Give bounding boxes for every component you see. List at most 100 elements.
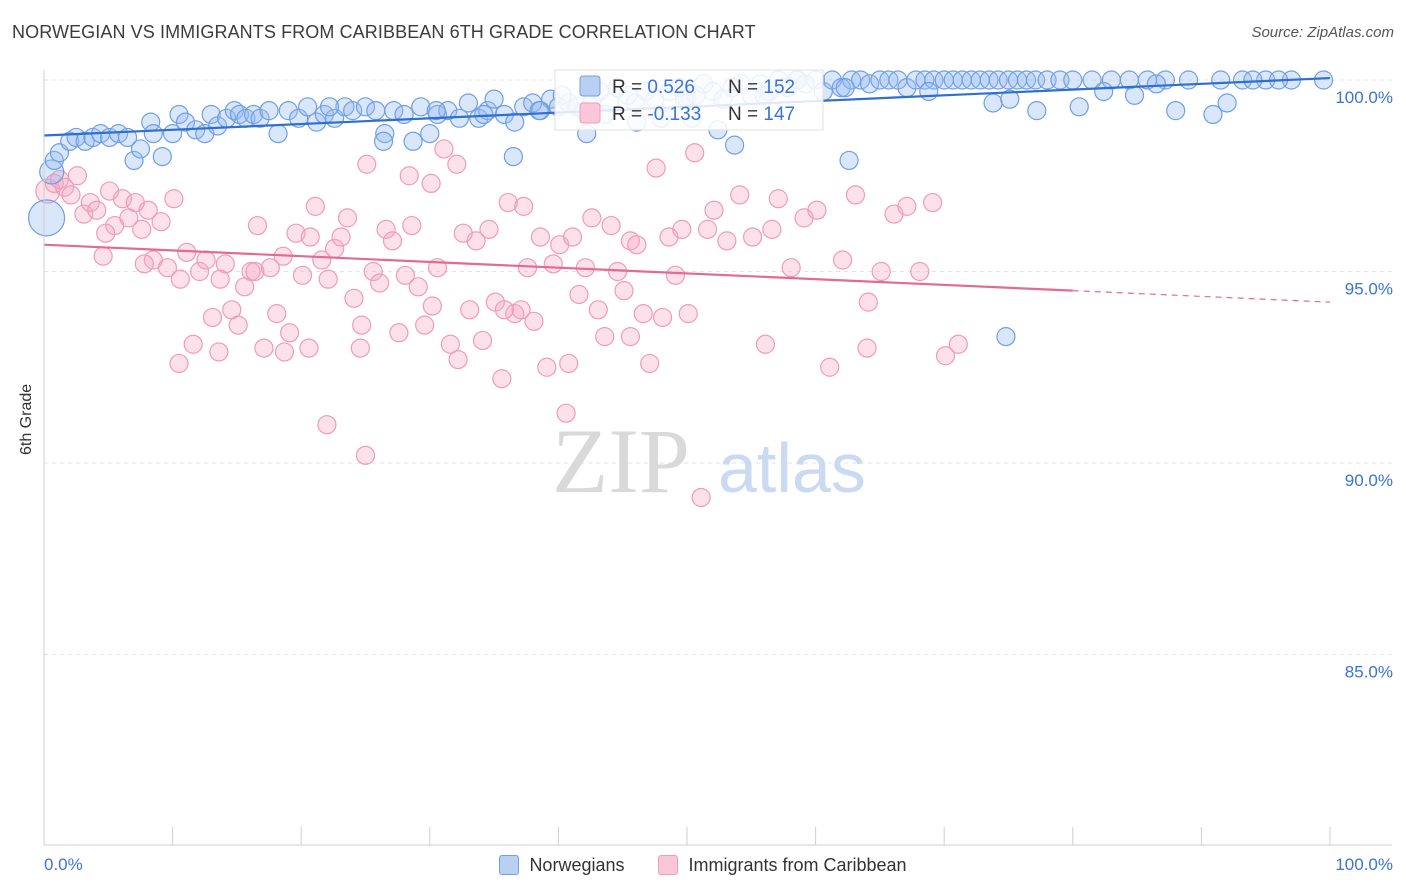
caribbean-point <box>286 223 306 243</box>
legend-label-norwegians: Norwegians <box>529 854 625 875</box>
caribbean-point <box>601 215 621 236</box>
caribbean-point <box>352 315 372 335</box>
caribbean-point <box>292 265 313 285</box>
stats-row: R = -0.133 <box>612 104 701 125</box>
norwegian-point <box>124 150 144 171</box>
norwegian-point <box>1000 89 1020 109</box>
norwegian-point <box>924 70 944 90</box>
caribbean-point <box>582 208 602 228</box>
norwegian-point <box>835 78 855 98</box>
caribbean-point <box>312 250 332 270</box>
caribbean-point <box>228 315 248 335</box>
legend-swatch-caribbean <box>658 855 679 875</box>
caribbean-point <box>569 284 589 305</box>
caribbean-point <box>652 307 673 328</box>
x-tick-label: 100.0% <box>1335 855 1393 874</box>
caribbean-point <box>267 304 287 324</box>
caribbean-point <box>762 219 782 239</box>
caribbean-point <box>646 158 666 178</box>
norwegian-point <box>1313 70 1334 90</box>
caribbean-point <box>717 231 737 251</box>
caribbean-point <box>588 300 608 320</box>
caribbean-point <box>132 219 152 239</box>
norwegian-point <box>175 112 196 132</box>
caribbean-point <box>67 166 88 186</box>
caribbean-point <box>350 338 370 358</box>
caribbean-point <box>138 200 158 220</box>
norwegian-point <box>224 101 244 121</box>
norwegian-point <box>373 131 394 151</box>
norwegian-point <box>1025 70 1046 90</box>
caribbean-point <box>169 353 189 374</box>
caribbean-point <box>434 139 454 159</box>
caribbean-point <box>627 235 647 255</box>
caribbean-point <box>254 338 274 358</box>
caribbean-point <box>472 330 493 351</box>
caribbean-point <box>317 415 337 435</box>
norwegian-point <box>529 101 549 121</box>
norwegian-point <box>298 97 318 117</box>
stats-n-label: N = <box>728 104 763 125</box>
norwegian-point <box>1211 70 1231 90</box>
caribbean-point <box>112 189 133 209</box>
caribbean-point <box>196 250 216 270</box>
caribbean-point <box>833 250 853 270</box>
norwegian-point <box>1178 70 1199 90</box>
caribbean-point <box>415 315 435 335</box>
caribbean-point <box>595 327 615 347</box>
norwegian-point <box>860 74 880 94</box>
norwegian-point <box>1203 104 1223 125</box>
caribbean-point <box>492 369 512 389</box>
norwegian-point <box>503 147 523 167</box>
caribbean-point <box>524 311 544 331</box>
legend-item-caribbean[interactable]: Immigrants from Caribbean <box>658 855 907 876</box>
norwegian-point <box>1124 85 1145 105</box>
caribbean-point <box>357 154 377 174</box>
watermark-zip: ZIP <box>552 410 690 512</box>
caribbean-point <box>190 261 210 282</box>
norwegian-point <box>438 101 458 121</box>
x-tick-label: 0.0% <box>44 855 83 874</box>
caribbean-point <box>498 192 518 213</box>
caribbean-point <box>157 258 178 278</box>
norwegian-point <box>839 150 859 171</box>
y-axis-label: 6th Grade <box>18 383 35 455</box>
caribbean-point <box>820 357 840 377</box>
stats-swatch <box>579 102 601 124</box>
caribbean-point <box>74 204 94 224</box>
caribbean-point <box>305 196 325 216</box>
norwegian-point <box>268 124 288 144</box>
norwegian-point <box>1027 101 1047 121</box>
stats-swatch <box>579 75 601 97</box>
legend-item-norwegians[interactable]: Norwegians <box>499 855 624 876</box>
caribbean-point <box>344 288 364 308</box>
norwegian-point <box>919 81 939 102</box>
y-tick-label: 85.0% <box>1345 663 1393 682</box>
caribbean-point <box>96 223 116 243</box>
stats-n-row: N = 152 <box>728 77 795 98</box>
y-tick-label: 100.0% <box>1335 88 1393 107</box>
caribbean-point <box>633 304 653 324</box>
norwegian-point <box>420 124 440 144</box>
caribbean-point <box>935 346 956 366</box>
norwegian-point <box>403 131 423 151</box>
caribbean-point <box>402 215 422 236</box>
norwegian-point <box>983 93 1003 113</box>
caribbean-point <box>247 215 268 236</box>
norwegian-point <box>1063 70 1083 90</box>
caribbean-point <box>408 277 428 297</box>
stats-row: R = 0.526 <box>612 77 695 98</box>
caribbean-point <box>514 196 534 216</box>
caribbean-point <box>274 342 295 362</box>
caribbean-point <box>299 338 319 358</box>
stats-n-value: 147 <box>763 104 795 125</box>
caribbean-point <box>93 246 113 266</box>
norwegian-point <box>1094 81 1114 102</box>
caribbean-point <box>665 265 686 285</box>
caribbean-point <box>640 353 660 374</box>
legend: Norwegians Immigrants from Caribbean <box>0 850 1406 880</box>
caribbean-point <box>466 231 486 251</box>
caribbean-point <box>511 300 531 320</box>
caribbean-point <box>697 219 718 239</box>
